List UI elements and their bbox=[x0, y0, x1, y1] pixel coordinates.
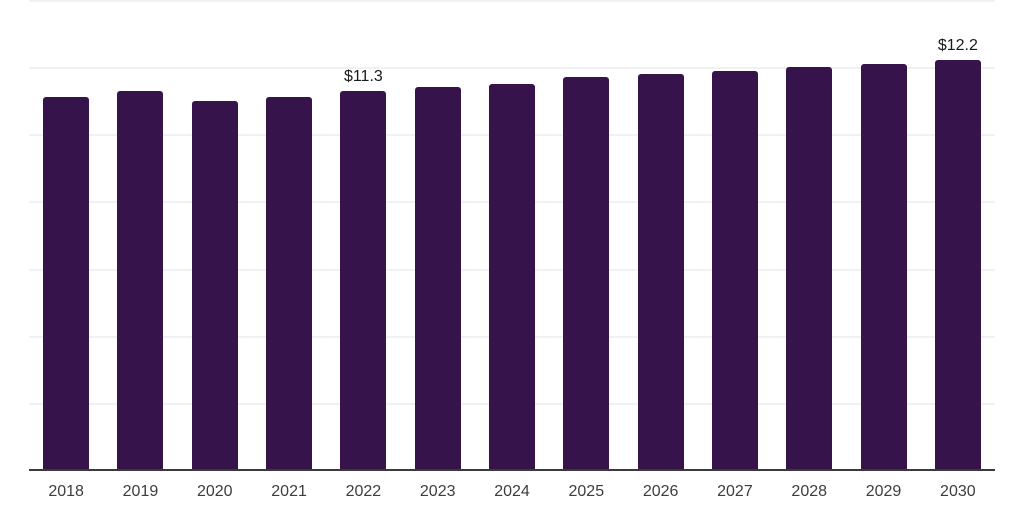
bar-2026 bbox=[637, 73, 684, 470]
data-label-2030: $12.2 bbox=[937, 37, 978, 55]
gridline bbox=[29, 0, 995, 2]
x-axis-label-2020: 2020 bbox=[196, 483, 233, 500]
x-axis-label-2028: 2028 bbox=[791, 483, 828, 500]
bar-2018 bbox=[43, 97, 90, 470]
bar-2029 bbox=[860, 63, 907, 470]
x-axis-label-2021: 2021 bbox=[271, 483, 307, 500]
bar-2020 bbox=[191, 100, 238, 470]
bar-2028 bbox=[786, 67, 833, 470]
x-axis-label-2025: 2025 bbox=[568, 483, 605, 500]
bar-2023 bbox=[414, 87, 461, 470]
plot-area: $11.3 $12.2 bbox=[29, 0, 995, 470]
data-label-2022: $11.3 bbox=[343, 67, 383, 85]
bar-2025 bbox=[563, 77, 610, 470]
x-axis-label-2027: 2027 bbox=[717, 483, 753, 500]
bar-2030 bbox=[934, 60, 981, 470]
bar-2019 bbox=[117, 90, 164, 470]
x-axis-label-2018: 2018 bbox=[48, 483, 84, 500]
bar-2021 bbox=[266, 97, 313, 470]
x-axis-label-2023: 2023 bbox=[419, 483, 456, 500]
bar-2022 bbox=[340, 90, 387, 470]
x-axis-label-2022: 2022 bbox=[345, 483, 382, 500]
bar-2024 bbox=[489, 83, 535, 470]
x-axis-label-2029: 2029 bbox=[865, 483, 902, 500]
gridline bbox=[29, 67, 995, 70]
x-axis-label-2030: 2030 bbox=[940, 483, 976, 500]
x-axis-label-2026: 2026 bbox=[642, 483, 679, 500]
x-axis-label-2024: 2024 bbox=[494, 483, 530, 500]
bar-2027 bbox=[711, 70, 758, 470]
x-axis-line bbox=[29, 469, 995, 471]
x-axis-label-2019: 2019 bbox=[122, 483, 159, 500]
